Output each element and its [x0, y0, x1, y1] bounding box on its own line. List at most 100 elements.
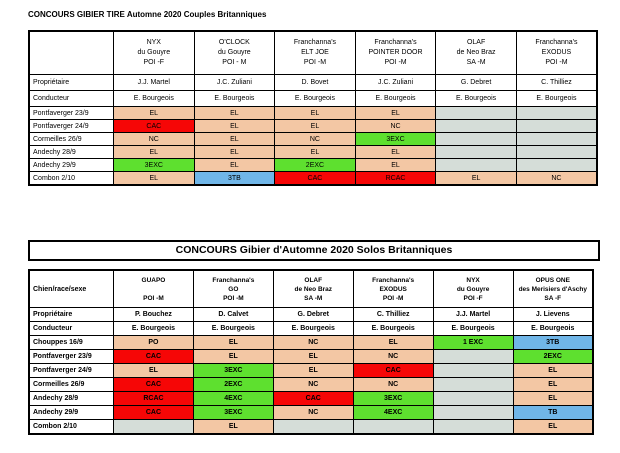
- result-cell: EL: [113, 171, 195, 186]
- result-cell: EL: [193, 106, 276, 120]
- dog-header-line: NYX: [466, 276, 480, 284]
- corner-cell: Chien/race/sexe: [28, 269, 114, 308]
- result-cell: CAC: [272, 391, 354, 406]
- solos-table: Chien/race/sexe GUAPO POI -M Franchanna's G…: [28, 269, 594, 435]
- handler-label: Conducteur: [28, 90, 114, 107]
- handler-label: Conducteur: [28, 321, 114, 336]
- trial-row-label: Pontfaverger 24/9: [28, 363, 114, 378]
- trial-row-label: Cormeilles 26/9: [28, 132, 114, 146]
- trial-row-label: Combon 2/10: [28, 419, 114, 435]
- result-cell: EL: [274, 106, 356, 120]
- result-cell: EL: [354, 106, 437, 120]
- dog-header-line: du Gouyre: [218, 49, 251, 56]
- dog-header: Franchanna's EXODUS POI -M: [515, 30, 598, 75]
- result-cell: NC: [272, 335, 354, 350]
- dog-header-line: POI -F: [143, 59, 165, 66]
- dog-header-line: de Neo Braz: [456, 49, 496, 56]
- dog-header-line: [114, 285, 192, 294]
- dog-header-line: des Merisiers d'Aschy: [518, 285, 587, 293]
- result-cell: [432, 405, 514, 420]
- owner-cell: J.C. Zuliani: [354, 74, 437, 91]
- dog-header-line: GUAPO: [141, 276, 166, 284]
- result-cell: EL: [272, 349, 354, 364]
- dog-header-line: Franchanna's: [374, 39, 417, 46]
- result-cell: CAC: [113, 405, 194, 420]
- result-cell: EL: [354, 158, 437, 172]
- dog-header-line: O'CLOCK: [218, 39, 250, 46]
- handler-cell: E. Bourgeois: [512, 321, 594, 336]
- dog-header-line: du Gouyre: [456, 285, 490, 293]
- result-cell: [435, 106, 517, 120]
- result-cell: 3EXC: [192, 363, 274, 378]
- trial-row-label: Pontfaverger 23/9: [28, 349, 114, 364]
- dog-header-line: OLAF: [466, 39, 486, 46]
- dog-header: Franchanna's GO POI -M: [192, 269, 274, 308]
- owner-cell: D. Bovet: [274, 74, 356, 91]
- owner-cell: J.J. Martel: [113, 74, 195, 91]
- trial-row-label: Chouppes 16/9: [28, 335, 114, 350]
- owner-cell: P. Bouchez: [113, 307, 194, 322]
- trial-row-label: Andechy 28/9: [28, 391, 114, 406]
- result-cell: 2EXC: [512, 349, 594, 364]
- trial-row-label: Combon 2/10: [28, 171, 114, 186]
- dog-header-line: POI - M: [222, 59, 247, 66]
- result-cell: [432, 391, 514, 406]
- result-cell: [432, 419, 514, 435]
- result-cell: EL: [192, 419, 274, 435]
- dog-header-line: SA -F: [544, 294, 562, 302]
- handler-cell: E. Bourgeois: [435, 90, 517, 107]
- result-cell: [515, 145, 598, 159]
- handler-cell: E. Bourgeois: [113, 321, 194, 336]
- owner-label: Propriétaire: [28, 307, 114, 322]
- result-cell: [515, 132, 598, 146]
- result-cell: 1 EXC: [432, 335, 514, 350]
- dog-header-line: du Gouyre: [137, 49, 171, 56]
- result-cell: [515, 119, 598, 133]
- dog-header-line: Franchanna's: [372, 276, 415, 284]
- handler-cell: E. Bourgeois: [274, 90, 356, 107]
- result-cell: 4EXC: [192, 391, 274, 406]
- result-cell: [435, 158, 517, 172]
- result-cell: [435, 145, 517, 159]
- owner-cell: J.C. Zuliani: [193, 74, 276, 91]
- result-cell: 3TB: [193, 171, 276, 186]
- result-cell: CAC: [113, 377, 194, 392]
- result-cell: [432, 349, 514, 364]
- result-cell: EL: [435, 171, 517, 186]
- result-cell: 3TB: [512, 335, 594, 350]
- result-cell: [432, 363, 514, 378]
- dog-header-line: OLAF: [304, 276, 323, 284]
- result-cell: NC: [354, 119, 437, 133]
- result-cell: 3EXC: [192, 405, 274, 420]
- result-cell: 3EXC: [113, 158, 195, 172]
- dog-header-line: POI -M: [143, 294, 164, 302]
- dog-header: Franchanna's ELT JOE POI -M: [274, 30, 356, 75]
- result-cell: RCAC: [113, 391, 194, 406]
- result-cell: [113, 419, 194, 435]
- trial-row-label: Andechy 28/9: [28, 145, 114, 159]
- couples-table: NYX du Gouyre POI -F O'CLOCK du Gouyre POI - …: [28, 30, 598, 186]
- result-cell: EL: [193, 132, 276, 146]
- dog-header-line: SA -M: [304, 294, 323, 302]
- result-cell: EL: [113, 363, 194, 378]
- result-cell: 3EXC: [352, 391, 434, 406]
- result-cell: EL: [193, 145, 276, 159]
- result-cell: 2EXC: [192, 377, 274, 392]
- dog-header-line: GO: [228, 285, 239, 293]
- result-cell: CAC: [352, 363, 434, 378]
- solos-title: CONCOURS Gibier d'Automne 2020 Solos Bri…: [28, 240, 600, 261]
- dog-header-line: OPUS ONE: [535, 276, 570, 284]
- dog-header: NYX du Gouyre POI -F: [432, 269, 514, 308]
- result-cell: CAC: [113, 349, 194, 364]
- dog-header-line: POINTER DOOR: [368, 49, 423, 56]
- dog-header-line: SA -M: [466, 59, 486, 66]
- trial-row-label: Pontfaverger 24/9: [28, 119, 114, 133]
- trial-row-label: Pontfaverger 23/9: [28, 106, 114, 120]
- result-cell: [352, 419, 434, 435]
- result-cell: EL: [354, 145, 437, 159]
- result-cell: EL: [272, 363, 354, 378]
- owner-cell: C. Thilliez: [515, 74, 598, 91]
- dog-header-line: POI -M: [384, 59, 407, 66]
- result-cell: EL: [193, 158, 276, 172]
- trial-row-label: Andechy 29/9: [28, 158, 114, 172]
